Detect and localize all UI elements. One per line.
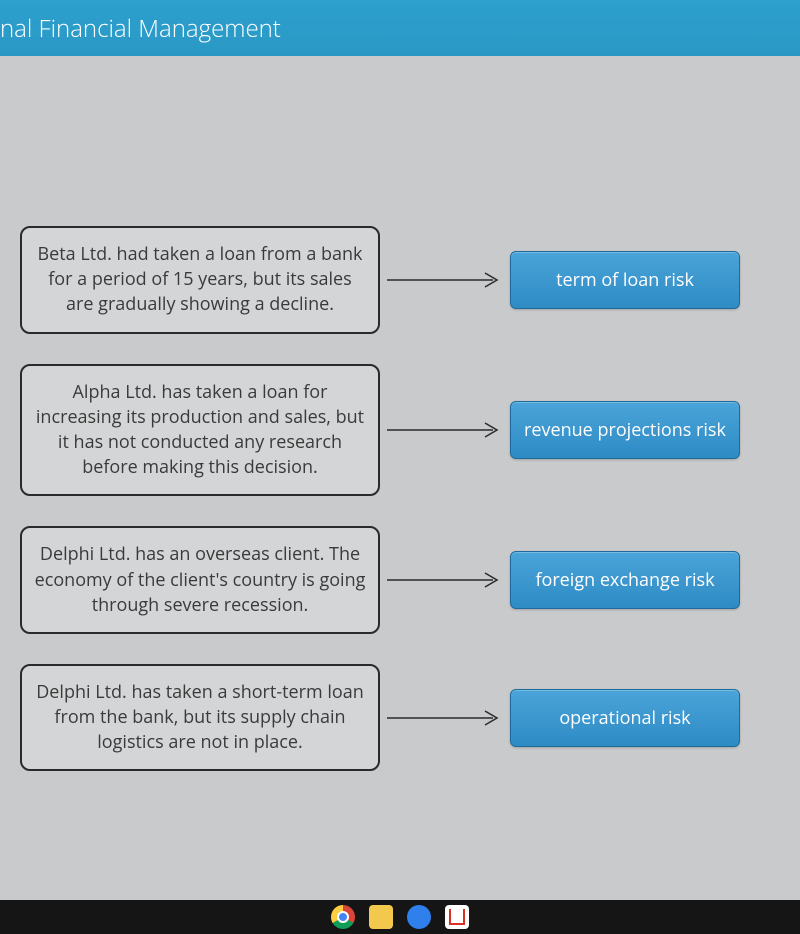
files-icon[interactable]	[369, 905, 393, 929]
match-row: Alpha Ltd. has taken a loan for increasi…	[20, 364, 780, 497]
match-row: Beta Ltd. had taken a loan from a bank f…	[20, 226, 780, 334]
header-bar: nal Financial Management	[0, 0, 800, 56]
risk-label: foreign exchange risk	[535, 568, 714, 592]
arrow-icon	[385, 570, 505, 590]
scenario-box-4[interactable]: Delphi Ltd. has taken a short-term loan …	[20, 664, 380, 772]
arrow-icon	[385, 420, 505, 440]
risk-label: revenue projections risk	[524, 418, 726, 442]
match-row: Delphi Ltd. has an overseas client. The …	[20, 526, 780, 634]
risk-box-4[interactable]: operational risk	[510, 689, 740, 747]
arrow-4	[380, 708, 510, 728]
chrome-icon[interactable]	[331, 905, 355, 929]
arrow-3	[380, 570, 510, 590]
taskbar	[0, 900, 800, 934]
scenario-text: Beta Ltd. had taken a loan from a bank f…	[37, 242, 362, 316]
scenario-text: Delphi Ltd. has taken a short-term loan …	[36, 680, 364, 754]
scenario-box-2[interactable]: Alpha Ltd. has taken a loan for increasi…	[20, 364, 380, 497]
risk-box-1[interactable]: term of loan risk	[510, 251, 740, 309]
matching-content: Beta Ltd. had taken a loan from a bank f…	[0, 56, 800, 771]
arrow-2	[380, 420, 510, 440]
app-icon[interactable]	[407, 905, 431, 929]
risk-box-3[interactable]: foreign exchange risk	[510, 551, 740, 609]
scenario-text: Delphi Ltd. has an overseas client. The …	[35, 542, 366, 616]
risk-label: operational risk	[559, 706, 690, 730]
risk-label: term of loan risk	[556, 268, 694, 292]
arrow-icon	[385, 270, 505, 290]
scenario-text: Alpha Ltd. has taken a loan for increasi…	[36, 380, 364, 480]
risk-box-2[interactable]: revenue projections risk	[510, 401, 740, 459]
match-row: Delphi Ltd. has taken a short-term loan …	[20, 664, 780, 772]
header-title: nal Financial Management	[0, 12, 281, 45]
scenario-box-1[interactable]: Beta Ltd. had taken a loan from a bank f…	[20, 226, 380, 334]
arrow-icon	[385, 708, 505, 728]
arrow-1	[380, 270, 510, 290]
scenario-box-3[interactable]: Delphi Ltd. has an overseas client. The …	[20, 526, 380, 634]
gmail-icon[interactable]	[445, 905, 469, 929]
